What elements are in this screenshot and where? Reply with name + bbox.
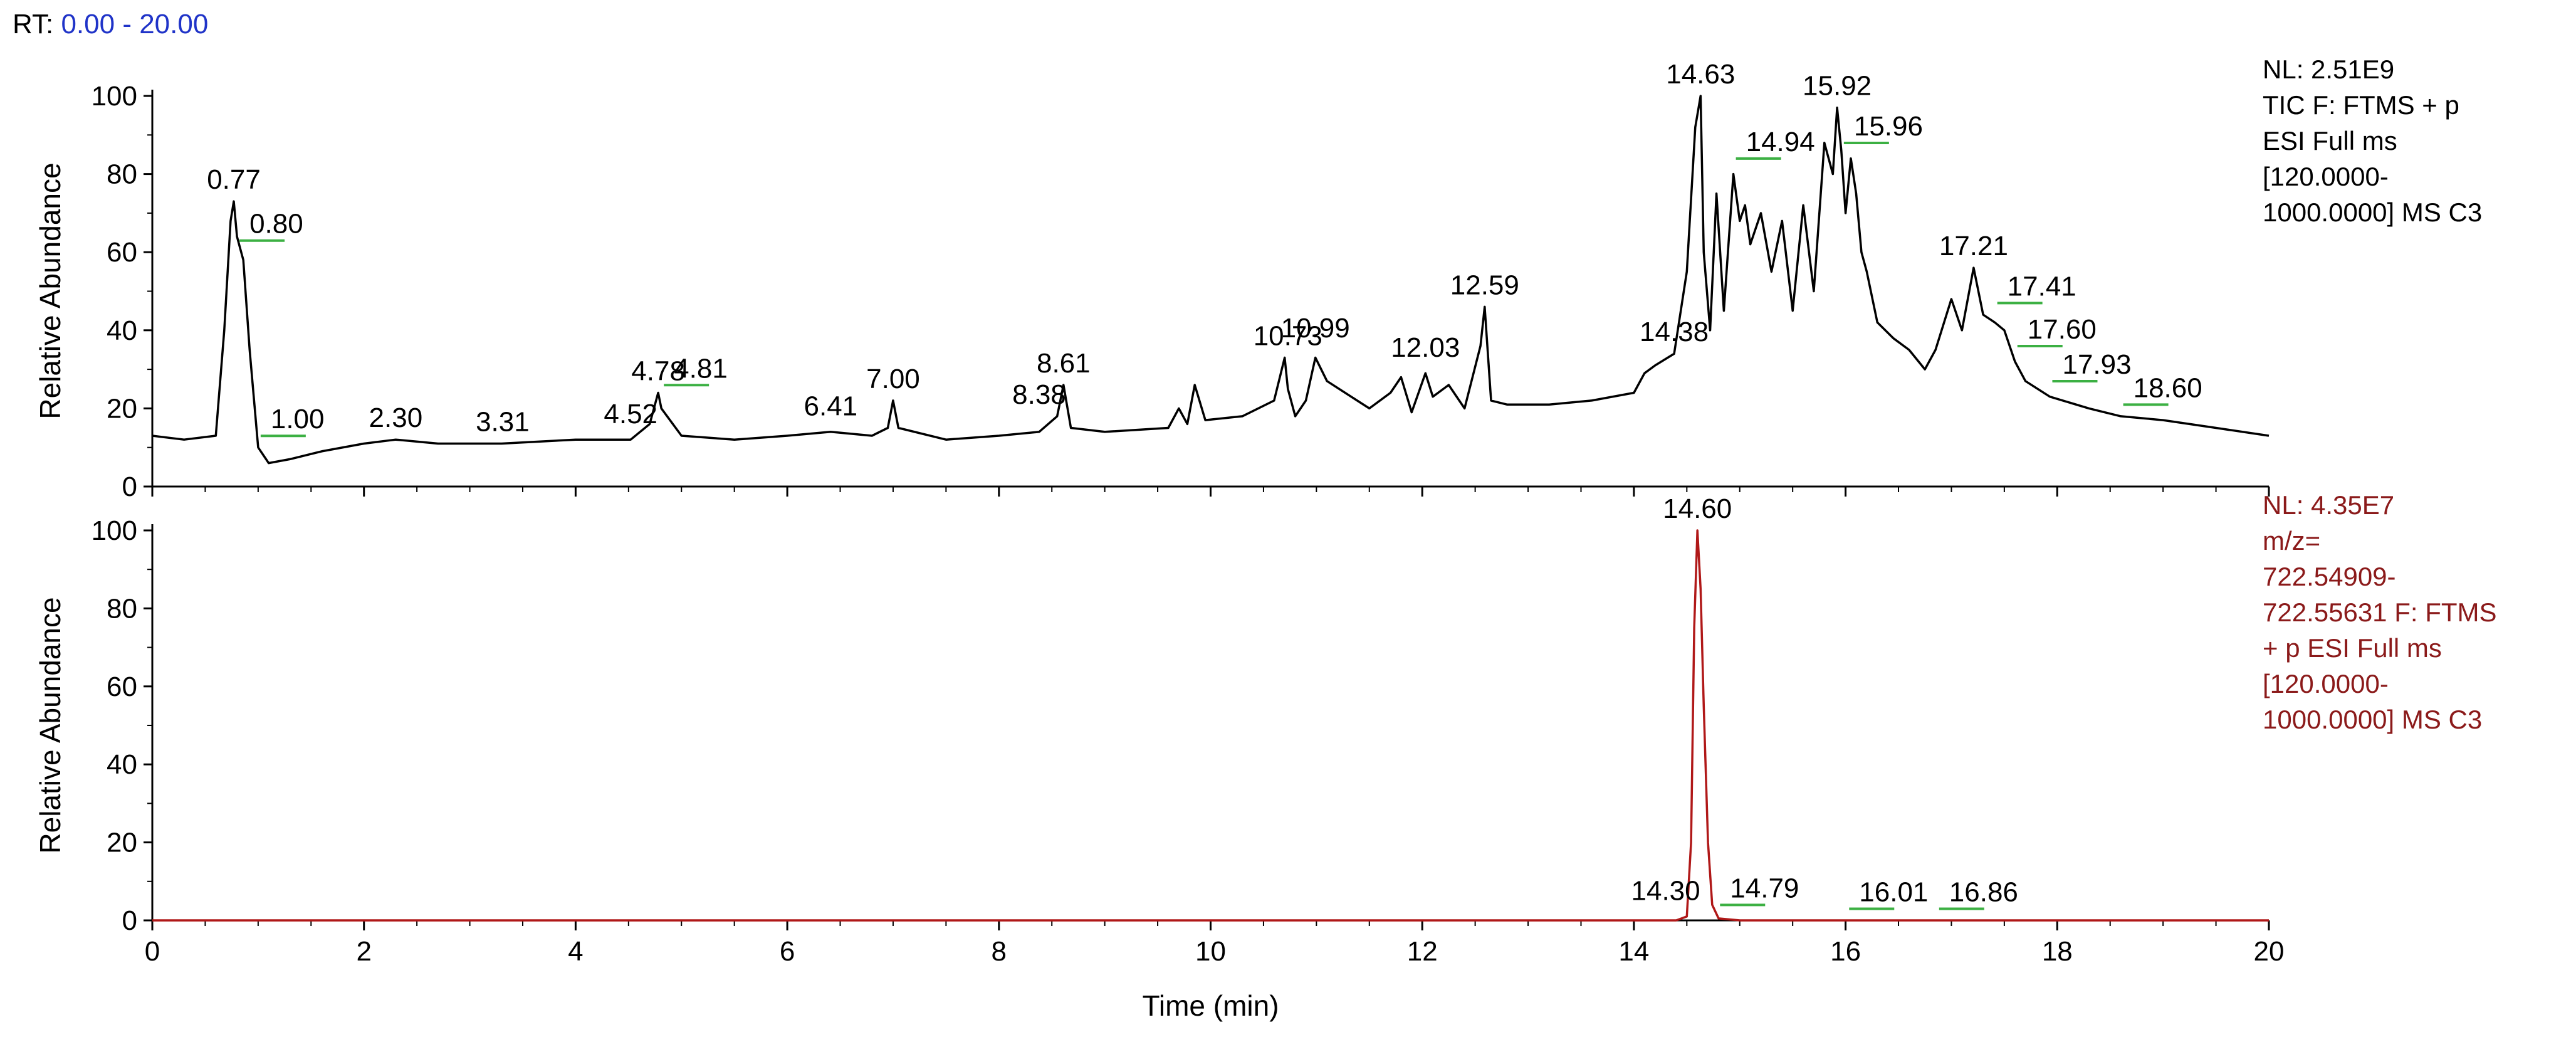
panel-2-chart: 0 20 40 60 80 100 0 2 4 6 8 10 12 14 16 18 20 Relative Ab… (34, 490, 2497, 1022)
panel-2-x-tick-label: 8 (992, 936, 1007, 967)
panel-2-y-tick-label: 20 (107, 828, 137, 858)
panel-1-peak-label: 0.77 (207, 164, 261, 195)
panel-2-y-tick-label: 80 (107, 593, 137, 624)
panel-1-peak-label: 17.21 (1939, 231, 2008, 261)
panel-2-info-line: m/z= (2263, 526, 2320, 555)
panel-1-y-tick-label: 100 (92, 81, 137, 112)
panel-2-peak-label: 16.86 (1949, 877, 2018, 908)
panel-2-x-tick-label: 4 (568, 936, 583, 967)
rt-range-value: 0.00 - 20.00 (61, 9, 209, 39)
panel-2-peak-label: 14.30 (1631, 876, 1700, 907)
panel-1-peak-label: 12.59 (1450, 270, 1519, 300)
panel-1-y-axis-title: Relative Abundance (34, 162, 66, 419)
panel-1-peak-label: 1.00 (271, 404, 325, 434)
rt-prefix: RT: (13, 9, 54, 39)
panel-1-y-tick-label: 60 (107, 237, 137, 268)
panel-1-peak-label: 14.63 (1666, 59, 1735, 90)
panel-2-x-tick-label: 0 (145, 936, 160, 967)
panel-1-trace-line (152, 95, 2270, 465)
panel-1-info-line: 1000.0000] MS C3 (2263, 197, 2482, 227)
panel-1-info-line: TIC F: FTMS + p (2263, 90, 2459, 120)
panel-1-peak-label: 18.60 (2134, 372, 2202, 403)
panel-2-x-tick-label: 10 (1195, 936, 1226, 967)
panel-1-peak-label: 10.73 (1254, 320, 1322, 351)
panel-2-info-line: 1000.0000] MS C3 (2263, 705, 2482, 734)
panel-2-info-line: 722.55631 F: FTMS (2263, 597, 2497, 627)
panel-1-info-line: NL: 2.51E9 (2263, 55, 2394, 84)
panel-1-peak-label: 15.92 (1803, 71, 1872, 102)
panel-1-peak-label: 14.94 (1746, 127, 1815, 157)
panel-2-y-tick-label: 40 (107, 749, 137, 780)
panel-2-x-tick-label: 14 (1618, 936, 1649, 967)
panel-1-info-line: [120.0000- (2263, 162, 2389, 191)
panel-1-peak-label: 7.00 (866, 364, 920, 394)
panel-2-peak-label: 14.79 (1730, 873, 1799, 903)
panel-1-y-tick-label: 0 (122, 471, 137, 502)
panel-1-peak-label: 0.80 (249, 209, 303, 240)
panel-1-peak-label: 12.03 (1391, 332, 1460, 363)
panel-1-y-tick-label: 40 (107, 315, 137, 346)
panel-2-y-axis-title: Relative Abundance (34, 597, 66, 853)
panel-2-peak-label: 16.01 (1859, 877, 1928, 908)
panel-2-info-line: 722.54909- (2263, 562, 2396, 591)
panel-2-x-tick-label: 20 (2254, 936, 2285, 967)
panel-2-x-tick-label: 12 (1407, 936, 1438, 967)
panel-2-x-tick-label: 18 (2042, 936, 2073, 967)
panel-2-x-axis-title: Time (min) (1142, 989, 1279, 1022)
panel-2-y-tick-label: 60 (107, 671, 137, 702)
panel-1-peak-label: 4.78 (631, 355, 685, 386)
panel-2-x-tick-label: 16 (1830, 936, 1861, 967)
panel-2-info-line: [120.0000- (2263, 669, 2389, 698)
panel-1-peak-label: 17.60 (2028, 314, 2097, 345)
panel-1-peak-label: 8.61 (1037, 348, 1091, 379)
panel-1-peak-label: 4.52 (604, 399, 657, 429)
panel-2-info-line: NL: 4.35E7 (2263, 490, 2394, 520)
panel-2-y-tick-label: 100 (92, 515, 137, 546)
panel-1-y-tick-label: 20 (107, 393, 137, 424)
panel-1-peak-label: 4.81 (674, 353, 728, 384)
panel-2-x-tick-label: 6 (780, 936, 795, 967)
panel-1-peak-label: 15.96 (1854, 111, 1923, 142)
panel-1-chart: 0 20 40 60 80 100 Relative Abundance 0.77 0.80 1.… (34, 55, 2482, 502)
panel-1-peak-label: 8.38 (1012, 379, 1066, 410)
panel-2-y-tick-label: 0 (122, 905, 137, 936)
panel-1-peak-label: 2.30 (369, 403, 423, 433)
panel-1-peak-label: 6.41 (804, 391, 858, 422)
rt-range-label: RT: 0.00 - 20.00 (13, 9, 208, 40)
panel-2-trace-line (152, 529, 2269, 922)
panel-1-peak-label: 17.93 (2062, 349, 2131, 380)
panel-1-peak-label: 10.99 (1281, 313, 1350, 344)
panel-2-peak-label: 14.60 (1663, 493, 1732, 524)
panel-2-x-tick-label: 2 (356, 936, 371, 967)
panel-1-peak-label: 3.31 (476, 406, 530, 437)
panel-1-peak-label: 17.41 (2008, 271, 2076, 302)
panel-1-peak-label: 14.38 (1640, 317, 1709, 347)
panel-1-y-tick-label: 80 (107, 159, 137, 190)
panel-2-info-line: + p ESI Full ms (2263, 633, 2442, 663)
panel-1-info-line: ESI Full ms (2263, 126, 2397, 155)
